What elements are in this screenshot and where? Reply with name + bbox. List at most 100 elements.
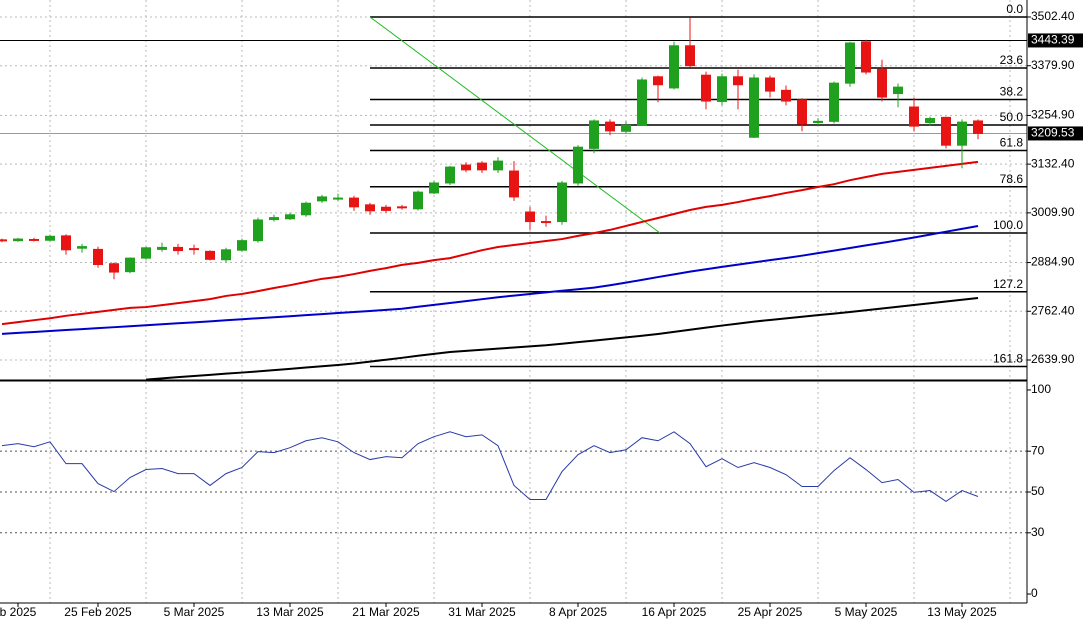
- candle-body: [109, 263, 119, 273]
- candle-body: [205, 250, 215, 260]
- fib-label: 161.8: [993, 352, 1023, 366]
- candle-body: [509, 170, 519, 198]
- y-tick-label: 100: [1031, 382, 1051, 396]
- rsi-line: [1, 431, 979, 502]
- candle-body: [717, 76, 727, 102]
- candle-body: [813, 120, 823, 124]
- candle-body: [45, 235, 55, 241]
- fib-label: 78.6: [1000, 172, 1024, 186]
- candle-body: [957, 121, 967, 146]
- candle-body: [157, 246, 167, 250]
- y-tick-label: 70: [1031, 443, 1045, 457]
- candle-body: [253, 219, 263, 242]
- candle-body: [77, 246, 87, 249]
- candle-body: [541, 221, 551, 224]
- y-tick-label: 2639.90: [1031, 352, 1075, 366]
- x-tick-label: 5 Mar 2025: [164, 605, 225, 619]
- fib-label: 23.6: [1000, 53, 1024, 67]
- candle-body: [493, 160, 503, 171]
- candle-body: [653, 76, 663, 86]
- x-tick-label: 25 Feb 2025: [64, 605, 132, 619]
- y-tick-label: 3379.90: [1031, 58, 1075, 72]
- price-label-box: [1028, 126, 1083, 141]
- candle-body: [125, 257, 135, 273]
- y-tick-label: 30: [1031, 525, 1045, 539]
- x-tick-label: 21 Mar 2025: [352, 605, 420, 619]
- candle-body: [445, 166, 455, 184]
- moving-average: [145, 297, 979, 380]
- candle-body: [189, 248, 199, 251]
- candle-body: [93, 248, 103, 266]
- y-tick-label: 50: [1031, 484, 1045, 498]
- candle-body: [429, 182, 439, 194]
- candle-body: [573, 146, 583, 184]
- moving-average: [1, 160, 979, 326]
- candle-body: [861, 41, 871, 73]
- candle-body: [461, 164, 471, 171]
- y-tick-label: 3502.40: [1031, 9, 1075, 23]
- x-tick-label: 13 May 2025: [927, 605, 997, 619]
- candle-body: [557, 182, 567, 223]
- main-panel: 0.0 23.6 38.2 50.0 61.8 78.6 100.0 127.2 161.8: [0, 0, 1027, 380]
- candle-body: [749, 77, 759, 138]
- x-tick-label: 31 Mar 2025: [448, 605, 516, 619]
- candle-body: [365, 204, 375, 212]
- candle-body: [637, 79, 647, 126]
- candle-body: [525, 211, 535, 223]
- y-tick-label: 3009.90: [1031, 205, 1075, 219]
- candle-body: [733, 76, 743, 86]
- candle-body: [909, 106, 919, 127]
- candle-body: [845, 42, 855, 84]
- candle-body: [301, 202, 311, 216]
- fib-label: 61.8: [1000, 136, 1024, 150]
- rsi-panel: [0, 382, 1027, 603]
- x-tick-label: 5 May 2025: [835, 605, 898, 619]
- candle-body: [285, 214, 295, 220]
- x-tick-label: 16 Apr 2025: [642, 605, 707, 619]
- price-label: 3443.39: [1031, 33, 1075, 47]
- candle-body: [349, 197, 359, 208]
- candle-body: [333, 197, 343, 200]
- y-tick-label: 2762.40: [1031, 303, 1075, 317]
- candle-body: [973, 120, 983, 134]
- fib-label: 0.0: [1006, 2, 1023, 16]
- candle-body: [13, 238, 23, 242]
- candle-body: [413, 191, 423, 210]
- x-tick-label: 25 Apr 2025: [738, 605, 803, 619]
- candle-body: [893, 86, 903, 94]
- fib-label: 50.0: [1000, 110, 1024, 124]
- x-tick-label: 13 Mar 2025: [256, 605, 324, 619]
- fib-label: 38.2: [1000, 85, 1024, 99]
- candle-body: [317, 196, 327, 202]
- candle-body: [29, 238, 39, 241]
- price-label: 3209.53: [1031, 126, 1075, 140]
- candle-body: [269, 217, 279, 221]
- fib-label: 127.2: [993, 277, 1023, 291]
- x-tick-label: 8 Apr 2025: [549, 605, 607, 619]
- candle-body: [701, 74, 711, 102]
- candle-body: [941, 116, 951, 146]
- y-tick-label: 3254.90: [1031, 108, 1075, 122]
- y-tick-label: 3132.40: [1031, 156, 1075, 170]
- y-tick-label: 2884.90: [1031, 255, 1075, 269]
- candle-body: [381, 206, 391, 211]
- fib-label: 100.0: [993, 218, 1023, 232]
- candle-body: [173, 246, 183, 252]
- candle-body: [397, 206, 407, 209]
- moving-average: [1, 224, 979, 335]
- x-tick-label: b 2025: [0, 605, 37, 619]
- candle-body: [221, 249, 231, 261]
- candle-body: [61, 235, 71, 251]
- candle-body: [589, 120, 599, 149]
- candle-body: [797, 99, 807, 125]
- candle-body: [877, 68, 887, 98]
- candle-body: [781, 89, 791, 102]
- candle-body: [141, 247, 151, 259]
- candle-body: [605, 121, 615, 132]
- candle-body: [0, 239, 7, 242]
- candle-body: [669, 45, 679, 89]
